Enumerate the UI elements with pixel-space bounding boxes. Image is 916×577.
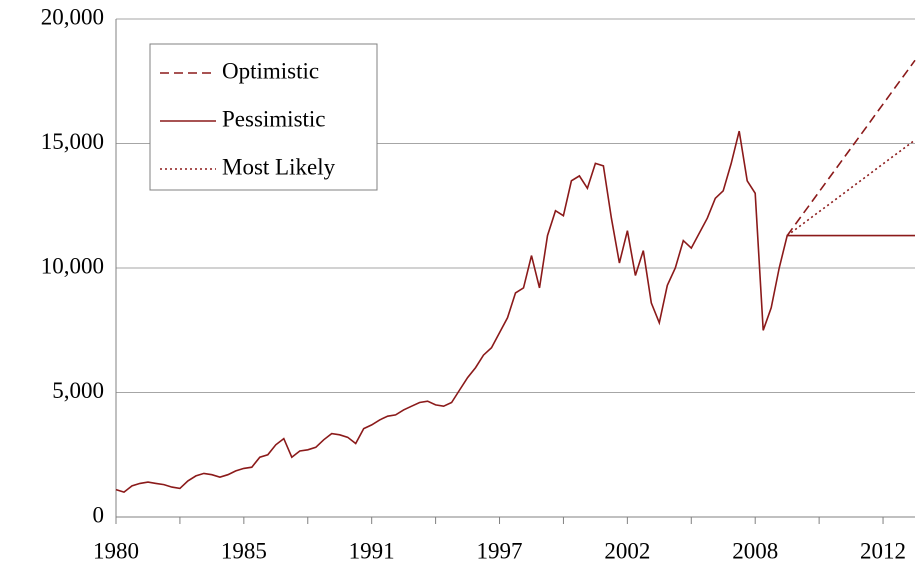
series-line bbox=[786, 139, 916, 237]
y-tick-label: 15,000 bbox=[41, 129, 104, 154]
legend-label: Optimistic bbox=[222, 58, 319, 83]
legend-label: Pessimistic bbox=[222, 106, 326, 131]
y-tick-label: 20,000 bbox=[41, 4, 104, 29]
x-tick-label: 2012 bbox=[860, 538, 906, 563]
x-tick-label: 1997 bbox=[477, 538, 523, 563]
x-tick-label: 1980 bbox=[93, 538, 139, 563]
x-tick-label: 1991 bbox=[349, 538, 395, 563]
y-tick-label: 5,000 bbox=[52, 378, 104, 403]
x-tick-label: 2008 bbox=[732, 538, 778, 563]
y-tick-label: 0 bbox=[93, 502, 105, 527]
x-tick-label: 2002 bbox=[604, 538, 650, 563]
x-tick-label: 1985 bbox=[221, 538, 267, 563]
series-line bbox=[115, 130, 915, 493]
y-tick-label: 10,000 bbox=[41, 253, 104, 278]
legend-label: Most Likely bbox=[222, 154, 336, 179]
legend-box bbox=[149, 43, 378, 191]
series-line bbox=[786, 59, 916, 237]
